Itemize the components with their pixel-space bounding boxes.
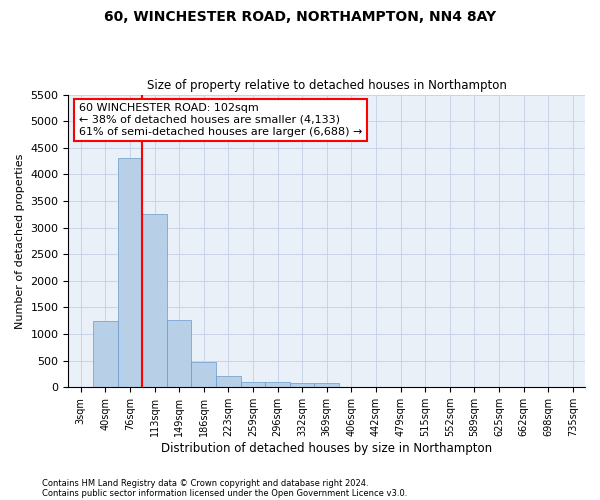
Text: 60, WINCHESTER ROAD, NORTHAMPTON, NN4 8AY: 60, WINCHESTER ROAD, NORTHAMPTON, NN4 8A… <box>104 10 496 24</box>
Text: 60 WINCHESTER ROAD: 102sqm
← 38% of detached houses are smaller (4,133)
61% of s: 60 WINCHESTER ROAD: 102sqm ← 38% of deta… <box>79 104 362 136</box>
Bar <box>118 158 142 387</box>
Bar <box>216 376 241 387</box>
X-axis label: Distribution of detached houses by size in Northampton: Distribution of detached houses by size … <box>161 442 492 455</box>
Bar <box>241 382 265 387</box>
Bar <box>142 214 167 387</box>
Y-axis label: Number of detached properties: Number of detached properties <box>15 153 25 328</box>
Bar <box>191 362 216 387</box>
Bar <box>314 384 339 387</box>
Bar <box>290 384 314 387</box>
Bar <box>265 382 290 387</box>
Bar <box>167 320 191 387</box>
Title: Size of property relative to detached houses in Northampton: Size of property relative to detached ho… <box>147 79 506 92</box>
Text: Contains public sector information licensed under the Open Government Licence v3: Contains public sector information licen… <box>42 488 407 498</box>
Text: Contains HM Land Registry data © Crown copyright and database right 2024.: Contains HM Land Registry data © Crown c… <box>42 478 368 488</box>
Bar <box>93 320 118 387</box>
